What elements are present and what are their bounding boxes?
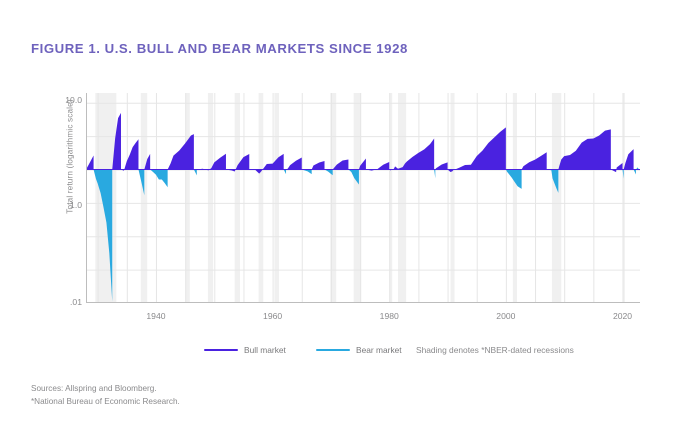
- bull-market-area: [86, 112, 634, 174]
- series-group: [86, 112, 640, 302]
- recession-band: [512, 93, 517, 303]
- x-tick-label: 2020: [612, 311, 633, 321]
- recession-band: [353, 93, 362, 303]
- recession-band: [274, 93, 280, 303]
- sources-footnote: Sources: Allspring and Bloomberg. *Natio…: [31, 383, 180, 408]
- recession-band: [258, 93, 264, 303]
- sources-line-1: Sources: Allspring and Bloomberg.: [31, 384, 157, 393]
- recession-band: [389, 93, 393, 303]
- y-tick-label: .01: [70, 297, 82, 307]
- recession-band: [551, 93, 562, 303]
- recession-band: [140, 93, 148, 303]
- legend-label-bear: Bear market: [356, 345, 402, 355]
- y-tick-label: 1.0: [70, 200, 82, 210]
- legend-swatch-bear: [316, 349, 350, 351]
- legend-swatch-bull: [204, 349, 238, 351]
- y-axis-title: Total return (logarithmic scale): [65, 99, 75, 214]
- x-tick-label: 1980: [379, 311, 399, 321]
- page-title: FIGURE 1. U.S. BULL AND BEAR MARKETS SIN…: [31, 41, 408, 56]
- x-tick-label: 1940: [146, 311, 166, 321]
- x-tick-label: 2000: [496, 311, 516, 321]
- x-tick-label: 1960: [263, 311, 283, 321]
- gridlines-group: [86, 93, 640, 303]
- recession-band: [330, 93, 337, 303]
- legend-item-bear[interactable]: Bear market: [316, 345, 402, 355]
- recession-shading-group: [95, 93, 625, 303]
- recession-band: [623, 93, 625, 303]
- y-tick-label: 10.0: [65, 95, 82, 105]
- recession-band: [185, 93, 190, 303]
- x-axis-tick-labels: 1940 1960 1980 2000 2020: [86, 311, 640, 325]
- recession-band: [450, 93, 455, 303]
- legend-shading-note: Shading denotes *NBER-dated recessions: [416, 345, 574, 355]
- recession-band: [397, 93, 407, 303]
- bull-bear-area-chart: [86, 93, 640, 303]
- sources-line-2: *National Bureau of Economic Research.: [31, 396, 180, 406]
- recession-band: [207, 93, 214, 303]
- legend-label-bull: Bull market: [244, 345, 286, 355]
- legend-item-bull[interactable]: Bull market: [204, 345, 286, 355]
- chart-plot-area: [86, 93, 640, 303]
- y-axis-tick-labels: 10.0 1.0 .01: [38, 93, 82, 307]
- recession-band: [234, 93, 240, 303]
- chart-legend: Bull market Bear market Shading denotes …: [86, 345, 640, 361]
